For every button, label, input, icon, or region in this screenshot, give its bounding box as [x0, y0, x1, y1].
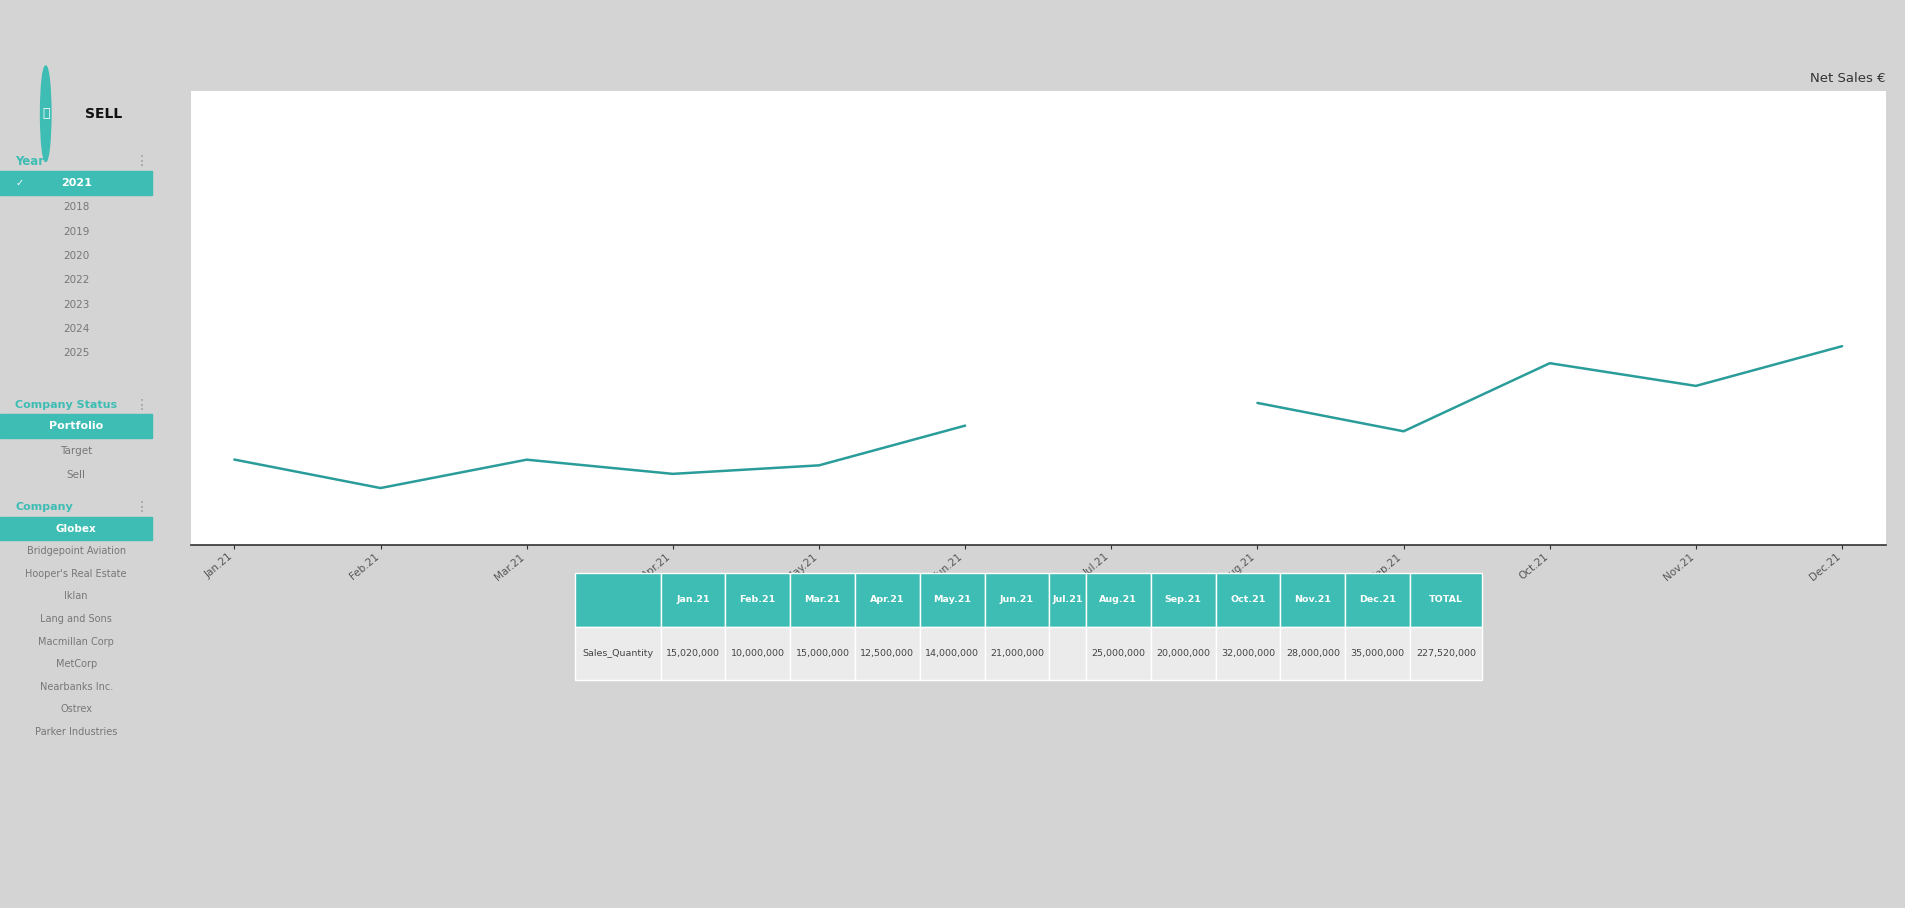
Text: 2021: 2021: [61, 178, 91, 188]
Text: 💸: 💸: [42, 107, 50, 120]
FancyBboxPatch shape: [0, 171, 152, 195]
Text: 2020: 2020: [63, 252, 90, 262]
Text: 2024: 2024: [63, 324, 90, 334]
Text: Year: Year: [15, 155, 44, 168]
Text: 2025: 2025: [63, 349, 90, 359]
Text: Globex: Globex: [55, 524, 97, 534]
Text: Portfolio: Portfolio: [50, 421, 103, 431]
Text: ✓: ✓: [15, 178, 23, 188]
Text: ⋮: ⋮: [135, 398, 149, 411]
Text: Sell: Sell: [67, 469, 86, 479]
Text: 2023: 2023: [63, 300, 90, 310]
Text: Lang and Sons: Lang and Sons: [40, 614, 112, 624]
Text: Company: Company: [15, 502, 72, 512]
Text: ⋮: ⋮: [135, 154, 149, 169]
Text: Hooper's Real Estate: Hooper's Real Estate: [25, 568, 128, 578]
Text: Ostrex: Ostrex: [61, 705, 91, 715]
Text: Company Status: Company Status: [15, 400, 118, 410]
Text: Net Sales €: Net Sales €: [1810, 73, 1886, 85]
Text: 2022: 2022: [63, 275, 90, 285]
Text: MetCorp: MetCorp: [55, 659, 97, 669]
Text: Target: Target: [61, 446, 91, 456]
FancyBboxPatch shape: [0, 414, 152, 439]
FancyBboxPatch shape: [0, 518, 152, 540]
Text: ⋮: ⋮: [135, 500, 149, 514]
Text: SELL: SELL: [86, 107, 122, 121]
Text: Parker Industries: Parker Industries: [34, 726, 118, 736]
Text: Bridgepoint Aviation: Bridgepoint Aviation: [27, 547, 126, 557]
Text: Nearbanks Inc.: Nearbanks Inc.: [40, 682, 112, 692]
Text: Macmillan Corp: Macmillan Corp: [38, 637, 114, 646]
Text: 2018: 2018: [63, 202, 90, 212]
Text: 2019: 2019: [63, 227, 90, 237]
Ellipse shape: [40, 66, 51, 162]
Text: Iklan: Iklan: [65, 591, 88, 601]
